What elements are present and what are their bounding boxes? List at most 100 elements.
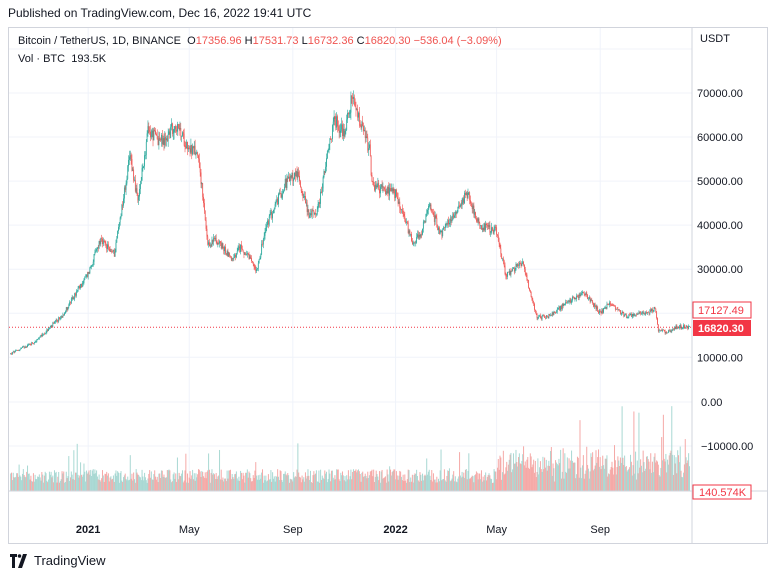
candle (668, 328, 670, 332)
candle (310, 208, 311, 219)
candle (395, 188, 397, 198)
candle (601, 307, 603, 314)
x-tick-label: 2022 (383, 524, 407, 536)
candle (481, 224, 482, 230)
candle (299, 179, 301, 188)
candle (394, 188, 396, 202)
volume-bar (599, 457, 601, 491)
volume-bar (331, 470, 333, 491)
volume-bar (265, 475, 267, 491)
candle (33, 341, 35, 345)
volume-bar (149, 477, 151, 491)
volume-bar (618, 460, 620, 491)
volume-bar (597, 457, 599, 491)
volume-bar (494, 471, 496, 491)
volume-bar (659, 476, 661, 491)
volume-bar (411, 474, 413, 491)
volume-bar (40, 480, 42, 491)
volume-bar (537, 458, 539, 491)
candle (614, 304, 615, 307)
volume-bar (142, 476, 144, 491)
candle (428, 202, 430, 208)
candle (251, 255, 252, 264)
candle (347, 109, 348, 124)
candle (15, 349, 17, 352)
candle (369, 140, 370, 150)
candle (460, 199, 462, 209)
volume-bar (617, 456, 619, 491)
symbol-legend[interactable]: Bitcoin / TetherUS, 1D, BINANCE O17356.9… (18, 35, 502, 47)
candle (573, 296, 575, 300)
candle (478, 217, 480, 224)
candle (592, 300, 594, 305)
candle (166, 135, 167, 147)
candle (88, 271, 90, 275)
candle (12, 350, 14, 353)
candle (161, 133, 162, 147)
candle (609, 300, 610, 308)
candle (276, 195, 278, 203)
candlestick-chart[interactable]: 10000.0020000.0030000.0040000.0050000.00… (9, 28, 767, 543)
candle (476, 215, 477, 223)
candle (376, 183, 378, 190)
volume-bar (646, 456, 648, 491)
candle (534, 309, 536, 314)
volume-bar (165, 477, 167, 491)
candle (155, 132, 157, 136)
candle (259, 255, 261, 260)
volume-bar (499, 455, 501, 491)
candle (405, 218, 407, 224)
candle (646, 311, 648, 316)
candle (617, 306, 619, 312)
volume-bar (37, 476, 39, 491)
volume-bar (93, 473, 95, 491)
volume-bar (64, 482, 66, 491)
candle (171, 122, 173, 137)
candle (476, 217, 478, 223)
candle (310, 208, 312, 218)
volume-bar (327, 479, 329, 491)
candle (577, 294, 578, 298)
candle (225, 243, 226, 256)
volume-bar (367, 471, 369, 491)
candle (342, 120, 343, 140)
candle (250, 254, 252, 260)
volume-bar (395, 471, 397, 491)
candle (221, 241, 223, 250)
candle (187, 141, 188, 156)
volume-bar (351, 479, 353, 491)
volume-bar (217, 476, 219, 491)
candle (31, 341, 33, 346)
footer-brand[interactable]: TradingView (10, 553, 106, 568)
candle (574, 296, 576, 302)
volume-bar (560, 449, 562, 491)
volume-bar (678, 462, 680, 491)
volume-bar (11, 480, 13, 491)
candle (479, 221, 481, 229)
candle (100, 237, 102, 247)
volume-bar (146, 482, 148, 491)
candle (185, 141, 187, 150)
volume-bar (506, 461, 508, 491)
volume-bar (471, 475, 473, 491)
volume-bar (82, 474, 84, 491)
volume-bar (365, 475, 367, 491)
candle (245, 252, 247, 256)
candle (56, 318, 58, 322)
volume-bar (266, 481, 268, 491)
candle (572, 295, 573, 303)
volume-legend[interactable]: Vol · BTC 193.5K (18, 53, 106, 65)
volume-bar (95, 473, 97, 491)
volume-bar (682, 477, 684, 491)
volume-bar (36, 479, 38, 491)
volume-bar (666, 472, 668, 491)
candle (636, 312, 637, 317)
candle (230, 255, 231, 259)
candle (62, 312, 64, 318)
volume-bar (437, 482, 439, 491)
high-label: H (244, 35, 253, 47)
candle (543, 314, 545, 317)
candle (668, 329, 669, 334)
volume-bar (427, 471, 429, 491)
candle (317, 199, 319, 212)
